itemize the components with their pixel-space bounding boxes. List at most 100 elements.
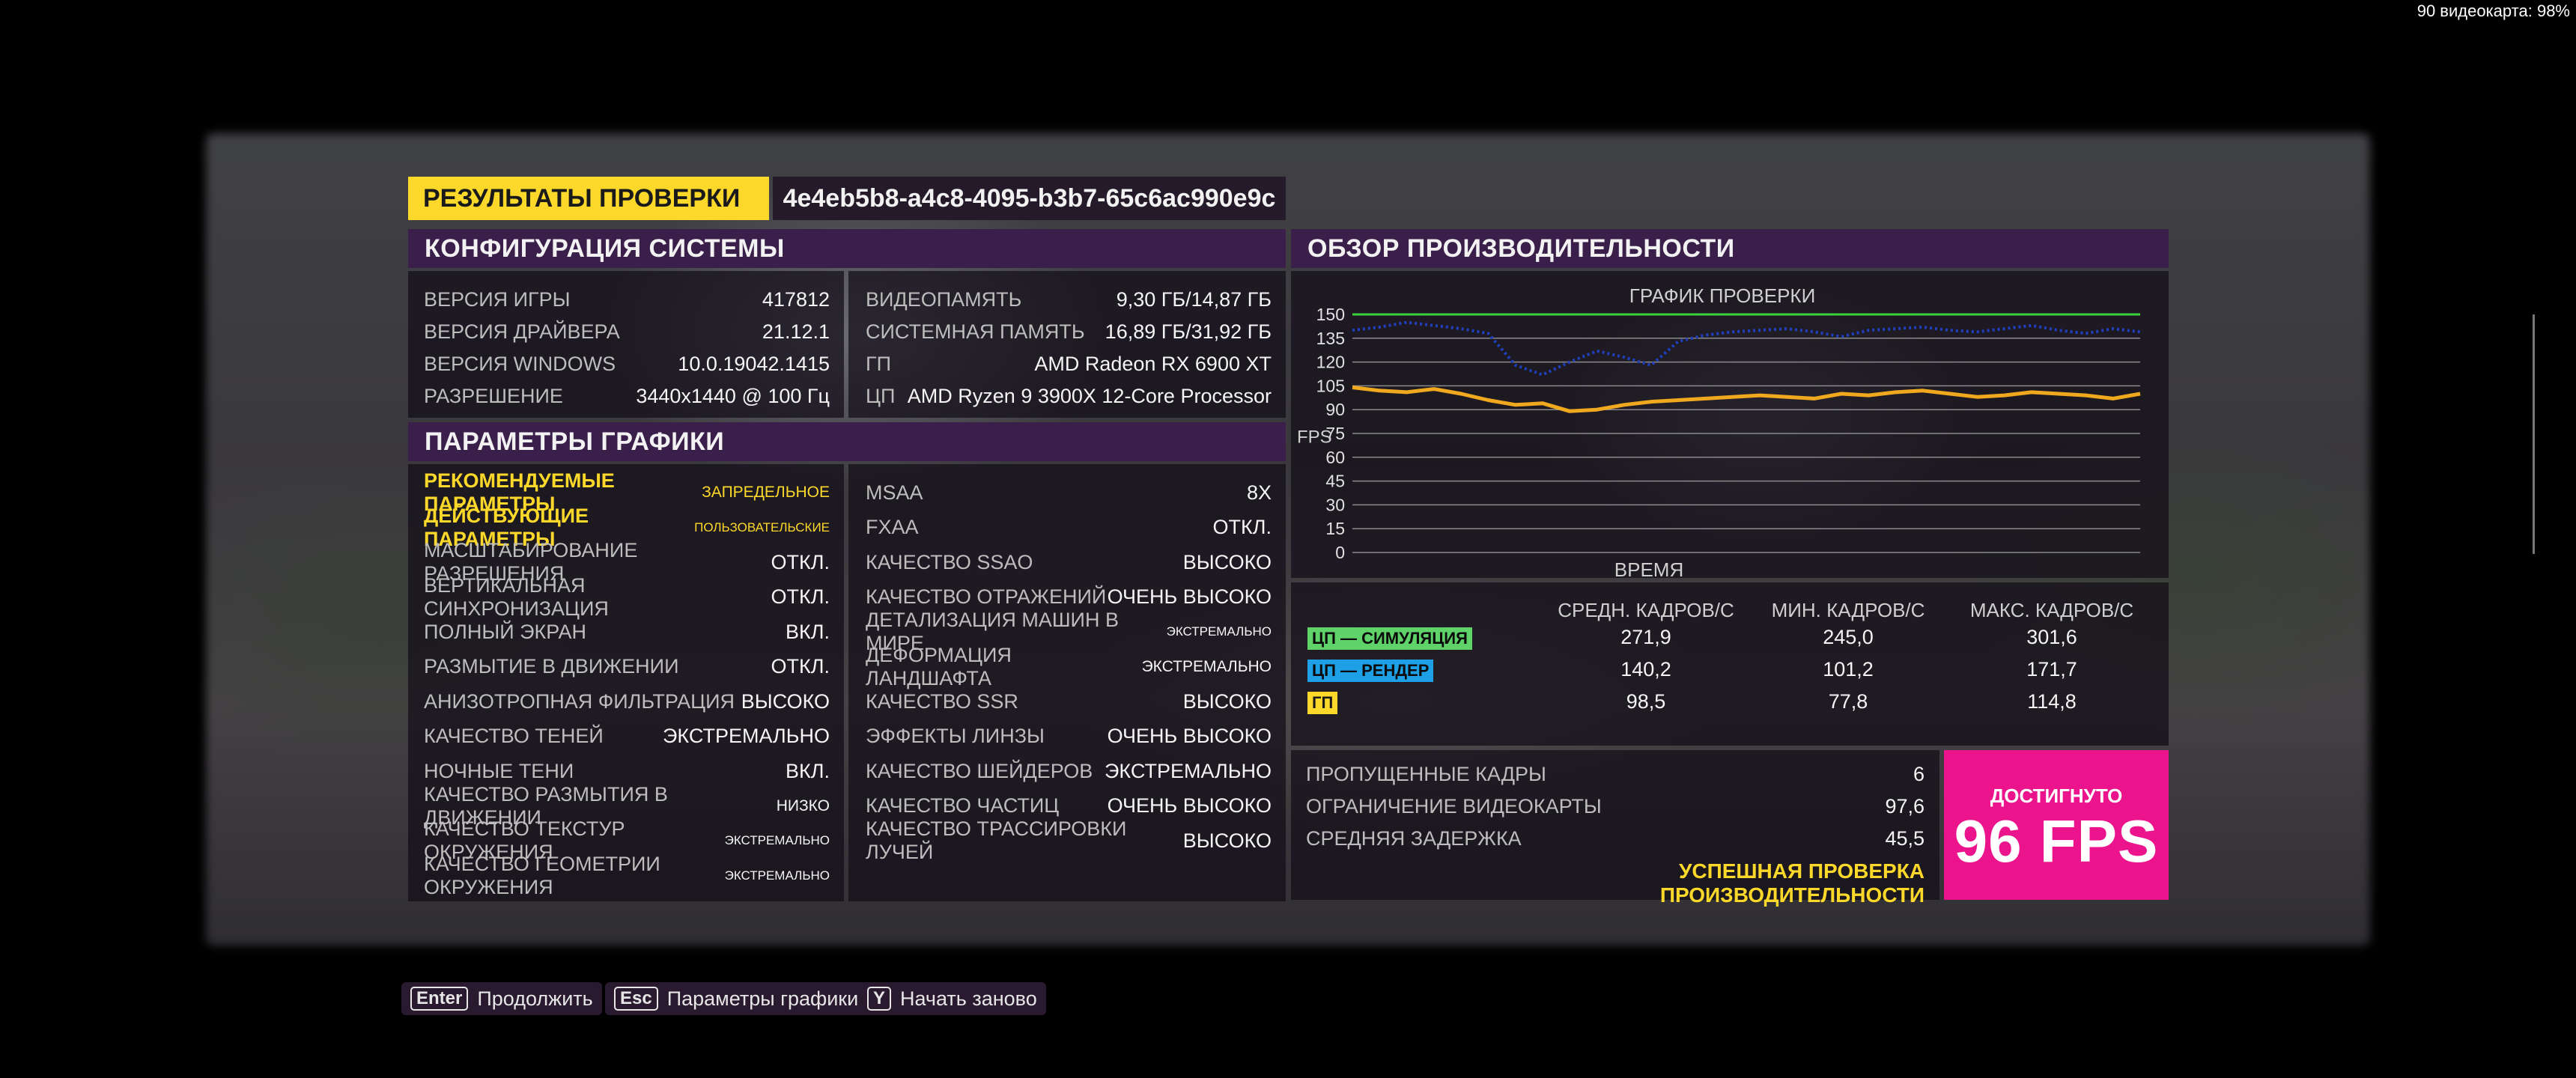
setting-value: ОТКЛ. — [771, 655, 830, 677]
setting-value: 8X — [1246, 481, 1272, 504]
extra-row: ОГРАНИЧЕНИЕ ВИДЕОКАРТЫ 97,6 — [1306, 791, 1925, 821]
setting-label: КАЧЕСТВО ЧАСТИЦ — [866, 794, 1060, 817]
system-row: ВЕРСИЯ ИГРЫ 417812 — [424, 284, 830, 314]
setting-label: АНИЗОТРОПНАЯ ФИЛЬТРАЦИЯ — [424, 689, 735, 713]
results-title: РЕЗУЛЬТАТЫ ПРОВЕРКИ — [408, 177, 769, 220]
series-line-2 — [1352, 386, 2141, 413]
setting-value: ОТКЛ. — [771, 585, 830, 608]
system-config-title: КОНФИГУРАЦИЯ СИСТЕМЫ — [425, 234, 785, 263]
graphics-row: ПОЛНЫЙ ЭКРАН ВКЛ. — [424, 617, 830, 647]
setting-label: РАЗРЕШЕНИЕ — [424, 384, 563, 407]
gpu-overlay-text: 90 видеокарта: 98% — [2416, 1, 2570, 20]
series-badge: ЦП — РЕНДЕР — [1307, 660, 1434, 682]
setting-label: КАЧЕСТВО SSR — [866, 689, 1018, 713]
setting-label: ЭФФЕКТЫ ЛИНЗЫ — [866, 725, 1045, 747]
setting-label: МАСШТАБИРОВАНИЕ РАЗРЕШЕНИЯ — [424, 539, 638, 585]
graphics-row: ДЕТАЛИЗАЦИЯ МАШИН В МИРЕ ЭКСТРЕМАЛЬНО — [866, 609, 1272, 654]
graphics-row: КАЧЕСТВО ТРАССИРОВКИ ЛУЧЕЙ ВЫСОКО — [866, 817, 1272, 863]
system-config-right-box — [848, 271, 1286, 418]
setting-label: ВЕРСИЯ ДРАЙВЕРА — [424, 320, 620, 343]
setting-label: КАЧЕСТВО ТЕКСТУР ОКРУЖЕНИЯ — [424, 817, 625, 863]
setting-label: ПОЛНЫЙ ЭКРАН — [424, 620, 586, 643]
system-row: ЦП AMD Ryzen 9 3900X 12-Core Processor — [866, 381, 1272, 411]
enter-key: Enter — [410, 986, 469, 1011]
graphics-settings-label: Параметры графики — [666, 987, 859, 1010]
y-tick-label: 120 — [1316, 353, 1345, 372]
setting-value: 16,89 ГБ/31,92 ГБ — [1105, 320, 1272, 343]
achieved-label: ДОСТИГНУТО — [1990, 785, 2123, 807]
setting-value: 10.0.19042.1415 — [678, 352, 830, 375]
system-config-left-box — [408, 271, 844, 418]
setting-label: ВЕРСИЯ ИГРЫ — [424, 287, 571, 311]
graphics-row: ДЕЙСТВУЮЩИЕ ПАРАМЕТРЫ ПОЛЬЗОВАТЕЛЬСКИЕ — [424, 505, 830, 550]
system-config-header: КОНФИГУРАЦИЯ СИСТЕМЫ — [408, 229, 1286, 268]
setting-value: AMD Ryzen 9 3900X 12-Core Processor — [907, 384, 1272, 407]
setting-label: СРЕДНЯЯ ЗАДЕРЖКА — [1306, 826, 1522, 850]
setting-value: 6 — [1913, 762, 1925, 785]
graphics-row: КАЧЕСТВО ЧАСТИЦ ОЧЕНЬ ВЫСОКО — [866, 791, 1272, 821]
y-tick-label: 60 — [1325, 448, 1345, 467]
setting-label: КАЧЕСТВО ШЕЙДЕРОВ — [866, 759, 1093, 782]
y-tick-label: 45 — [1325, 472, 1345, 491]
setting-label: ВИДЕОПАМЯТЬ — [866, 287, 1022, 311]
setting-value: ОЧЕНЬ ВЫСОКО — [1107, 794, 1272, 817]
restart-button[interactable]: Y Начать заново — [858, 982, 1046, 1015]
setting-value: 417812 — [762, 287, 830, 311]
system-row: ГП AMD Radeon RX 6900 XT — [866, 349, 1272, 379]
setting-value: ВКЛ. — [786, 620, 830, 643]
graphics-row: ЭФФЕКТЫ ЛИНЗЫ ОЧЕНЬ ВЫСОКО — [866, 722, 1272, 752]
setting-value: ВЫСОКО — [1182, 689, 1272, 713]
setting-label: КАЧЕСТВО ОТРАЖЕНИЙ — [866, 585, 1107, 608]
continue-label: Продолжить — [477, 987, 593, 1010]
setting-value: 97,6 — [1885, 794, 1925, 817]
graphics-header: ПАРАМЕТРЫ ГРАФИКИ — [408, 422, 1286, 461]
graphics-row: КАЧЕСТВО SSR ВЫСОКО — [866, 686, 1272, 716]
graphics-row: КАЧЕСТВО РАЗМЫТИЯ В ДВИЖЕНИИ НИЗКО — [424, 783, 830, 829]
stat-avg: 140,2 — [1620, 658, 1671, 680]
graphics-row: МАСШТАБИРОВАНИЕ РАЗРЕШЕНИЯ ОТКЛ. — [424, 539, 830, 585]
continue-button[interactable]: Enter Продолжить — [401, 982, 602, 1015]
scroll-indicator — [2533, 314, 2535, 554]
achieved-value: 96 FPS — [1954, 808, 2159, 874]
y-key: Y — [867, 986, 892, 1011]
graphics-settings-button[interactable]: Esc Параметры графики — [605, 982, 868, 1015]
setting-label: КАЧЕСТВО ГЕОМЕТРИИ ОКРУЖЕНИЯ — [424, 852, 660, 898]
stat-max: 114,8 — [2027, 690, 2077, 713]
setting-value: 9,30 ГБ/14,87 ГБ — [1116, 287, 1272, 311]
graphics-row: КАЧЕСТВО ТЕКСТУР ОКРУЖЕНИЯ ЭКСТРЕМАЛЬНО — [424, 817, 830, 863]
setting-label: КАЧЕСТВО ТЕНЕЙ — [424, 725, 604, 747]
graphics-row: ДЕФОРМАЦИЯ ЛАНДШАФТА ЭКСТРЕМАЛЬНО — [866, 644, 1272, 689]
system-row: ВЕРСИЯ WINDOWS 10.0.19042.1415 — [424, 349, 830, 379]
setting-value: ЭКСТРЕМАЛЬНО — [724, 868, 830, 883]
system-row: СИСТЕМНАЯ ПАМЯТЬ 16,89 ГБ/31,92 ГБ — [866, 317, 1272, 347]
setting-label: MSAA — [866, 481, 923, 504]
graphics-row: КАЧЕСТВО ОТРАЖЕНИЙ ОЧЕНЬ ВЫСОКО — [866, 582, 1272, 612]
series-badge: ЦП — СИМУЛЯЦИЯ — [1307, 627, 1472, 650]
setting-value: ПОЛЬЗОВАТЕЛЬСКИЕ — [694, 520, 830, 535]
success-message: УСПЕШНАЯ ПРОВЕРКА ПРОИЗВОДИТЕЛЬНОСТИ — [1659, 859, 1925, 907]
system-row: ВЕРСИЯ ДРАЙВЕРА 21.12.1 — [424, 317, 830, 347]
setting-value: ВКЛ. — [786, 759, 830, 782]
graphics-left-box — [408, 464, 844, 901]
setting-value: ВЫСОКО — [741, 689, 830, 713]
setting-value: ЭКСТРЕМАЛЬНО — [724, 833, 830, 847]
setting-label: РЕКОМЕНДУЕМЫЕ ПАРАМЕТРЫ — [424, 469, 615, 515]
setting-value: ЭКСТРЕМАЛЬНО — [1166, 624, 1272, 639]
setting-label: ОГРАНИЧЕНИЕ ВИДЕОКАРТЫ — [1306, 794, 1602, 817]
stat-min: 245,0 — [1823, 626, 1874, 648]
setting-label: КАЧЕСТВО ТРАССИРОВКИ ЛУЧЕЙ — [866, 817, 1127, 863]
achieved-fps-box: ДОСТИГНУТО 96 FPS — [1944, 750, 2169, 900]
setting-value: ЭКСТРЕМАЛЬНО — [663, 725, 830, 747]
setting-label: КАЧЕСТВО РАЗМЫТИЯ В ДВИЖЕНИИ — [424, 782, 668, 829]
y-tick-label: 30 — [1325, 495, 1345, 514]
extra-row: СРЕДНЯЯ ЗАДЕРЖКА 45,5 — [1306, 823, 1925, 853]
y-axis-label: FPS — [1297, 427, 1332, 447]
setting-label: FXAA — [866, 516, 919, 538]
test-id: 4e4eb5b8-a4c8-4095-b3b7-65c6ac990e9c — [773, 177, 1286, 220]
graphics-row: КАЧЕСТВО ГЕОМЕТРИИ ОКРУЖЕНИЯ ЭКСТРЕМАЛЬНО — [424, 853, 830, 898]
graphics-row: КАЧЕСТВО ШЕЙДЕРОВ ЭКСТРЕМАЛЬНО — [866, 756, 1272, 786]
stat-max: 301,6 — [2026, 626, 2077, 648]
series-badge: ГП — [1307, 692, 1338, 714]
setting-value: ВЫСОКО — [1182, 550, 1272, 573]
setting-label: СИСТЕМНАЯ ПАМЯТЬ — [866, 320, 1085, 343]
